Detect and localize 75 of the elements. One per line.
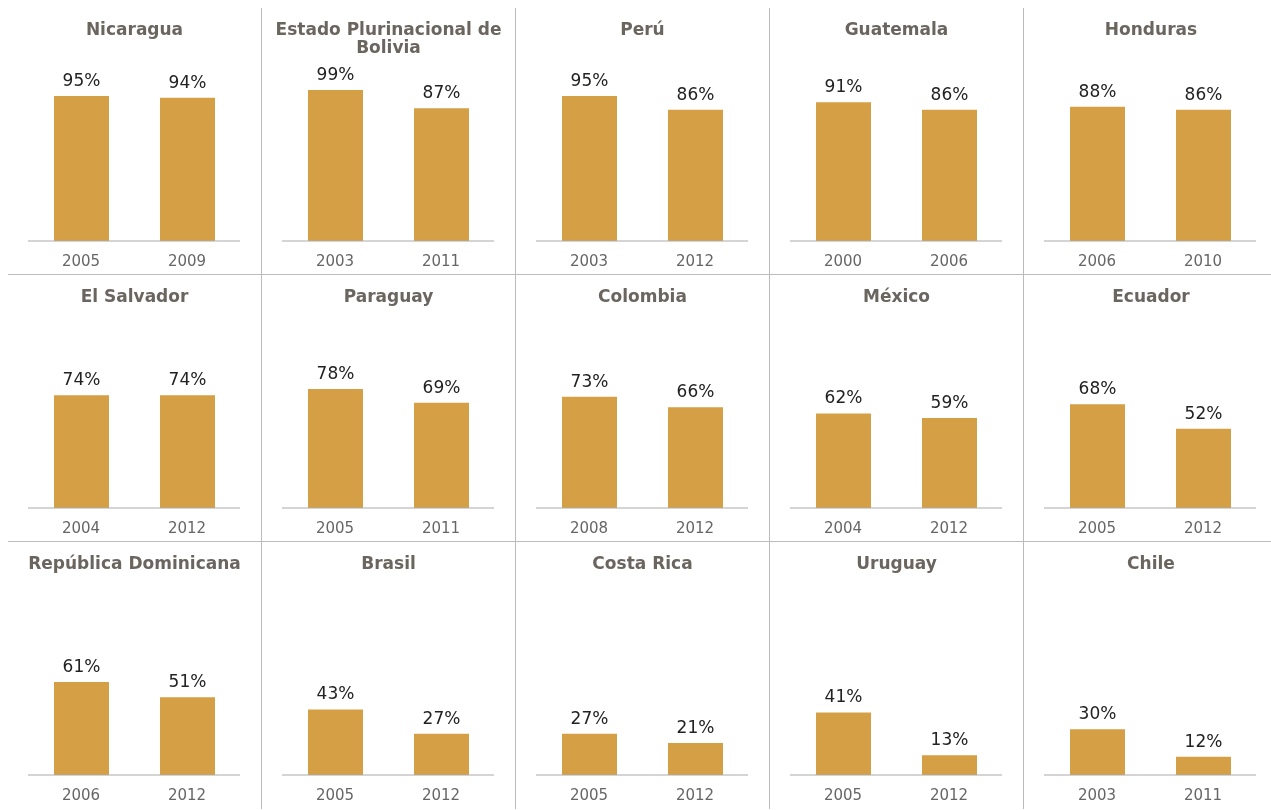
data-label: 27% — [422, 707, 461, 728]
x-tick-label: 2004 — [61, 518, 101, 537]
data-label: 43% — [316, 683, 355, 704]
x-tick-label: 2012 — [675, 785, 715, 804]
data-label: 86% — [930, 83, 969, 104]
x-tick-label: 2011 — [421, 518, 461, 537]
chart-title: Guatemala — [844, 19, 949, 39]
chart-title: Perú — [620, 19, 665, 39]
data-label: 41% — [824, 686, 863, 707]
x-tick-label: 2008 — [569, 518, 609, 537]
data-label: 51% — [168, 671, 207, 692]
x-tick-label: 2012 — [675, 518, 715, 537]
x-tick-label: 2009 — [167, 251, 207, 270]
x-tick-label: 2005 — [315, 785, 355, 804]
x-tick-label: 2003 — [315, 251, 355, 270]
chart-title: Paraguay — [343, 286, 434, 306]
data-label: 95% — [62, 70, 101, 91]
x-tick-label: 2012 — [675, 251, 715, 270]
data-label: 74% — [168, 369, 207, 390]
data-label: 61% — [62, 655, 101, 676]
x-tick-label: 2011 — [1183, 785, 1223, 804]
x-tick-label: 2000 — [823, 251, 863, 270]
x-tick-label: 2003 — [569, 251, 609, 270]
x-tick-label: 2012 — [167, 785, 207, 804]
data-label: 87% — [422, 82, 461, 103]
x-tick-label: 2010 — [1183, 251, 1223, 270]
data-label: 12% — [1184, 730, 1223, 751]
x-tick-label: 2005 — [823, 785, 863, 804]
data-label: 27% — [570, 707, 609, 728]
data-label: 21% — [676, 716, 715, 737]
data-label: 13% — [930, 729, 969, 750]
data-label: 99% — [316, 64, 355, 84]
data-label: 30% — [1078, 703, 1117, 724]
x-tick-label: 2003 — [1077, 785, 1117, 804]
data-label: 69% — [422, 376, 461, 397]
chart-title: Uruguay — [856, 553, 937, 573]
chart-title: Colombia — [598, 286, 687, 306]
data-label: 59% — [930, 392, 969, 413]
x-tick-label: 2005 — [315, 518, 355, 537]
x-tick-label: 2006 — [61, 785, 101, 804]
chart-title: El Salvador — [80, 286, 189, 306]
chart-title: República Dominicana — [28, 553, 241, 573]
data-label: 91% — [824, 76, 863, 97]
x-tick-label: 2012 — [1183, 518, 1223, 537]
chart-title: Estado Plurinacional de Bolivia — [274, 19, 503, 57]
chart-title: México — [863, 286, 930, 306]
x-tick-label: 2006 — [1077, 251, 1117, 270]
x-tick-label: 2005 — [569, 785, 609, 804]
data-label: 86% — [1184, 83, 1223, 104]
data-label: 86% — [676, 83, 715, 104]
data-label: 88% — [1078, 80, 1117, 101]
chart-title: Ecuador — [1112, 286, 1190, 306]
chart-title: Honduras — [1104, 19, 1198, 39]
x-tick-label: 2012 — [421, 785, 461, 804]
data-label: 95% — [570, 70, 609, 91]
x-tick-label: 2005 — [1077, 518, 1117, 537]
data-label: 78% — [316, 363, 355, 384]
chart-title: Costa Rica — [592, 553, 693, 573]
x-tick-label: 2012 — [167, 518, 207, 537]
data-label: 74% — [62, 369, 101, 390]
x-tick-label: 2012 — [929, 518, 969, 537]
chart-title: Chile — [1127, 553, 1175, 573]
x-tick-label: 2012 — [929, 785, 969, 804]
x-tick-label: 2004 — [823, 518, 863, 537]
data-label: 66% — [676, 381, 715, 402]
x-tick-label: 2006 — [929, 251, 969, 270]
data-label: 62% — [824, 387, 863, 408]
x-tick-label: 2005 — [61, 251, 101, 270]
data-label: 68% — [1078, 378, 1117, 399]
chart-title: Brasil — [361, 553, 416, 573]
data-label: 94% — [168, 71, 207, 92]
data-label: 52% — [1184, 402, 1223, 423]
chart-title: Nicaragua — [85, 19, 184, 39]
data-label: 73% — [570, 370, 609, 391]
x-tick-label: 2011 — [421, 251, 461, 270]
